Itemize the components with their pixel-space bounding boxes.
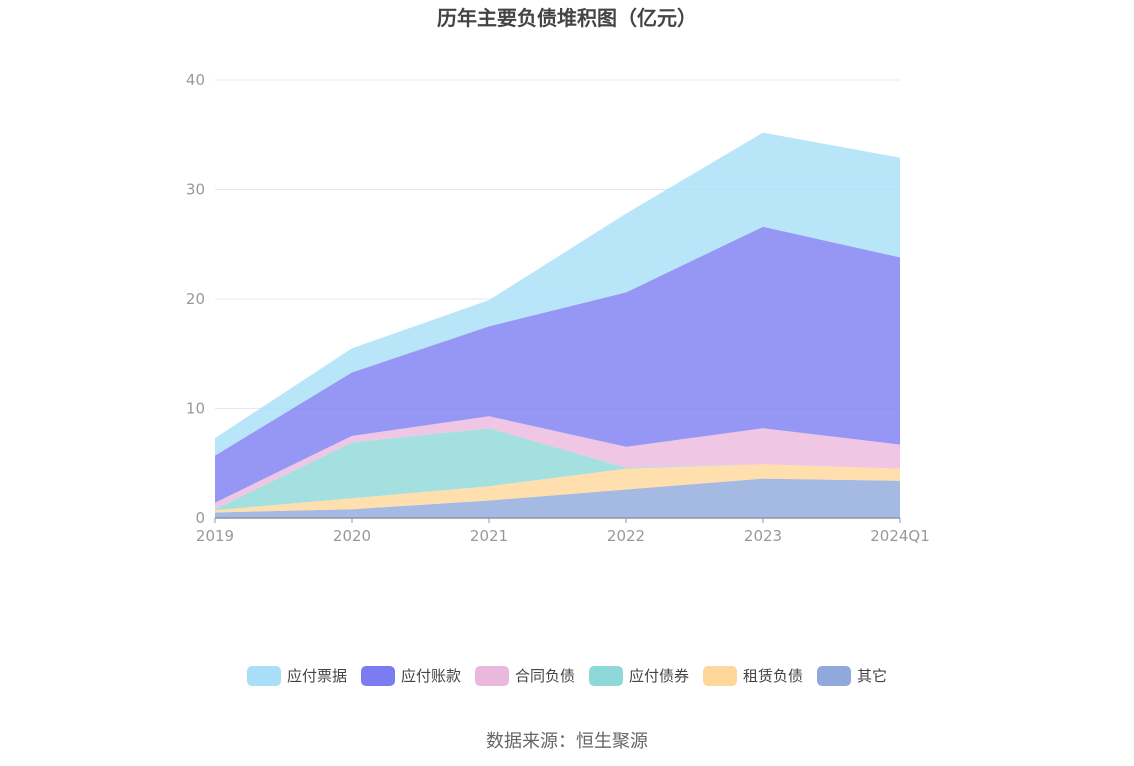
legend-label: 租赁负债 bbox=[743, 667, 803, 685]
legend-swatch bbox=[817, 666, 851, 686]
legend-swatch bbox=[361, 666, 395, 686]
legend-item-0[interactable]: 应付票据 bbox=[247, 666, 347, 686]
y-tick-label: 20 bbox=[186, 290, 205, 308]
legend-label: 合同负债 bbox=[515, 667, 575, 685]
data-source: 数据来源：恒生聚源 bbox=[486, 731, 648, 752]
legend-item-5[interactable]: 其它 bbox=[817, 666, 887, 686]
legend-item-3[interactable]: 应付债券 bbox=[589, 666, 689, 686]
area-2 bbox=[215, 428, 900, 511]
legend-item-1[interactable]: 应付账款 bbox=[361, 666, 461, 686]
legend-label: 应付债券 bbox=[629, 667, 689, 685]
area-1 bbox=[215, 464, 900, 513]
legend-label: 其它 bbox=[857, 667, 887, 685]
chart-title: 历年主要负债堆积图（亿元） bbox=[437, 6, 697, 30]
legend-swatch bbox=[589, 666, 623, 686]
legend-swatch bbox=[475, 666, 509, 686]
x-tick-label: 2021 bbox=[470, 527, 508, 545]
legend-item-4[interactable]: 租赁负债 bbox=[703, 666, 803, 686]
x-tick-label: 2023 bbox=[744, 527, 782, 545]
legend-item-2[interactable]: 合同负债 bbox=[475, 666, 575, 686]
area-4 bbox=[215, 226, 900, 503]
x-tick-label: 2019 bbox=[196, 527, 234, 545]
legend-swatch bbox=[247, 666, 281, 686]
y-tick-label: 40 bbox=[186, 71, 205, 89]
legend-label: 应付票据 bbox=[287, 667, 347, 685]
y-tick-label: 0 bbox=[195, 509, 205, 527]
y-tick-label: 30 bbox=[186, 181, 205, 199]
y-tick-label: 10 bbox=[186, 400, 205, 418]
legend-label: 应付账款 bbox=[401, 667, 461, 685]
axes: 0 10 20 30 40 2019 2020 2021 2022 2023 2024Q1 bbox=[186, 71, 930, 545]
x-tick-label: 2020 bbox=[333, 527, 371, 545]
legend: 应付票据 应付账款 合同负债 应付债券 租赁负债 其它 bbox=[247, 666, 887, 686]
x-tick-label: 2024Q1 bbox=[870, 527, 930, 545]
area-0 bbox=[215, 478, 900, 518]
area-3 bbox=[215, 416, 900, 510]
x-tick-label: 2022 bbox=[607, 527, 645, 545]
legend-swatch bbox=[703, 666, 737, 686]
area-5 bbox=[215, 132, 900, 456]
area-series bbox=[215, 132, 900, 518]
